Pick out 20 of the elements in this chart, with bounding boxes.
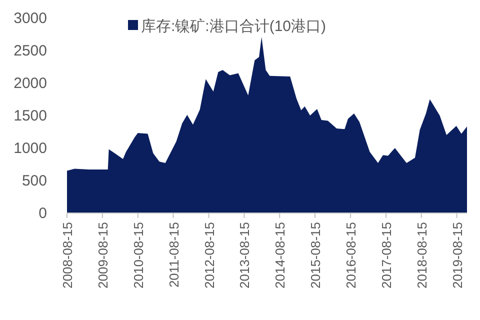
- x-tick-label: 2011-08-15: [166, 222, 182, 288]
- x-tick-label: 2014-08-15: [272, 222, 288, 288]
- x-tick-label: 2018-08-15: [414, 222, 430, 288]
- x-tick-label: 2008-08-15: [60, 222, 75, 288]
- y-tick-label: 1500: [14, 108, 47, 124]
- y-tick-label: 3000: [14, 10, 47, 27]
- x-tick-label: 2013-08-15: [237, 222, 252, 288]
- x-tick-label: 2019-08-15: [450, 222, 465, 288]
- legend-label: 库存:镍矿:港口合计(10港口): [141, 18, 326, 35]
- y-tick-label: 2000: [14, 75, 47, 92]
- x-tick-label: 2016-08-15: [344, 222, 359, 288]
- y-tick-label: 2500: [14, 42, 47, 60]
- y-tick-label: 1000: [14, 140, 47, 157]
- x-tick-label: 2009-08-15: [95, 222, 110, 288]
- x-tick-label: 2017-08-15: [378, 222, 394, 288]
- x-tick-label: 2015-08-15: [308, 222, 324, 288]
- y-tick-label: 500: [22, 172, 47, 190]
- x-tick-label: 2010-08-15: [130, 222, 146, 288]
- y-tick-label: 0: [38, 205, 47, 222]
- x-tick-label: 2012-08-15: [202, 222, 217, 288]
